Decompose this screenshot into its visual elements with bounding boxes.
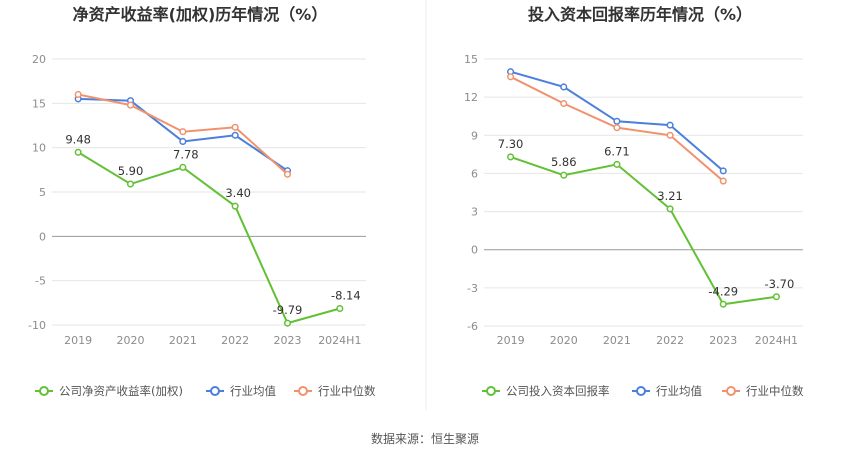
- y-tick-label: 12: [464, 91, 478, 104]
- data-point: [231, 202, 239, 210]
- data-label: -8.14: [331, 289, 361, 303]
- data-point: [719, 300, 727, 308]
- data-source-text: 数据来源：恒生聚源: [371, 431, 479, 446]
- data-label: -9.79: [273, 303, 303, 317]
- data-label: 7.30: [498, 137, 524, 151]
- y-tick-label: 5: [39, 186, 46, 199]
- legend-label: 公司投入资本回报率: [506, 384, 610, 398]
- data-point: [231, 131, 239, 139]
- x-tick-label: 2021: [603, 334, 631, 347]
- data-point: [126, 101, 135, 109]
- roe-chart: 净资产收益率(加权)历年情况（%） 20 15 10 5 0 -5 -10 2019 2020 20…: [28, 5, 376, 398]
- data-label: 5.90: [118, 164, 144, 178]
- legend-label: 公司净资产收益率(加权): [59, 384, 183, 398]
- y-tick-label: -3: [467, 282, 478, 295]
- chart-title: 净资产收益率(加权)历年情况（%）: [73, 5, 328, 24]
- data-point: [719, 167, 727, 175]
- legend-item[interactable]: 行业中位数: [722, 384, 804, 398]
- y-tick-label: 0: [471, 244, 478, 257]
- legend-label: 行业中位数: [746, 384, 804, 398]
- y-tick-label: -10: [28, 319, 46, 332]
- x-tick-label: 2023: [274, 334, 302, 347]
- data-point: [719, 177, 727, 185]
- x-tick-label: 2020: [550, 334, 578, 347]
- y-tick-label: 15: [464, 53, 478, 66]
- data-point: [74, 90, 82, 99]
- legend-label: 行业均值: [230, 384, 276, 398]
- legend-marker-icon: [210, 386, 220, 396]
- legend-item[interactable]: 行业均值: [206, 384, 276, 398]
- legend-marker-icon: [298, 386, 308, 396]
- data-label: -4.29: [708, 284, 738, 298]
- data-point: [179, 137, 187, 146]
- x-tick-label: 2024H1: [755, 334, 798, 347]
- data-point: [613, 160, 621, 168]
- data-point: [613, 117, 621, 125]
- data-point: [283, 319, 292, 327]
- legend-label: 行业中位数: [318, 384, 376, 398]
- y-tick-label: 0: [39, 230, 46, 243]
- data-point: [772, 293, 780, 301]
- data-label: -3.70: [765, 277, 795, 291]
- data-point: [336, 304, 344, 313]
- x-tick-label: 2023: [709, 334, 737, 347]
- x-tick-label: 2019: [64, 334, 92, 347]
- data-point: [179, 128, 187, 136]
- y-tick-label: 10: [32, 142, 46, 155]
- x-tick-label: 2022: [221, 334, 249, 347]
- data-label: 6.71: [604, 144, 630, 158]
- data-point: [666, 205, 674, 213]
- data-point: [507, 153, 515, 161]
- legend-marker-icon: [636, 386, 646, 396]
- y-tick-label: 6: [471, 167, 478, 180]
- data-label: 9.48: [65, 132, 91, 146]
- x-tick-label: 2024H1: [318, 334, 361, 347]
- data-label: 3.40: [225, 186, 251, 200]
- chart-title: 投入资本回报率历年情况（%）: [528, 5, 752, 24]
- legend-marker-icon: [486, 386, 496, 396]
- y-tick-label: -5: [35, 275, 46, 288]
- series-line: [77, 151, 341, 325]
- data-point: [560, 171, 568, 179]
- x-tick-label: 2019: [497, 334, 525, 347]
- legend-item[interactable]: 公司投入资本回报率: [482, 384, 610, 398]
- data-point: [231, 123, 239, 131]
- y-tick-label: 15: [32, 97, 46, 110]
- data-label: 5.86: [551, 155, 577, 169]
- data-label: 7.78: [173, 147, 199, 161]
- y-tick-label: 3: [471, 206, 478, 219]
- legend-marker-icon: [39, 386, 49, 396]
- data-point: [507, 73, 515, 81]
- data-point: [666, 131, 674, 139]
- data-point: [560, 83, 568, 91]
- legend-item[interactable]: 行业均值: [632, 384, 702, 398]
- data-label: 3.21: [657, 189, 683, 203]
- data-point: [74, 148, 82, 156]
- series-line: [510, 155, 777, 306]
- x-tick-label: 2021: [169, 334, 197, 347]
- data-point: [560, 99, 568, 108]
- data-point: [126, 180, 135, 188]
- y-tick-label: -6: [467, 320, 478, 333]
- roic-chart: 投入资本回报率历年情况（%） 15 12 9 6 3 0 -3 -6 2019 2020 2021 20…: [464, 5, 804, 398]
- legend-item[interactable]: 行业中位数: [294, 384, 376, 398]
- legend-marker-icon: [726, 386, 736, 396]
- legend-label: 行业均值: [656, 384, 702, 398]
- x-tick-label: 2022: [656, 334, 684, 347]
- data-point: [666, 121, 674, 129]
- data-point: [283, 170, 292, 178]
- legend-item[interactable]: 公司净资产收益率(加权): [35, 384, 183, 398]
- data-point: [179, 163, 187, 171]
- y-tick-label: 9: [471, 129, 478, 142]
- data-point: [613, 124, 621, 132]
- y-tick-label: 20: [32, 53, 46, 66]
- x-tick-label: 2020: [117, 334, 145, 347]
